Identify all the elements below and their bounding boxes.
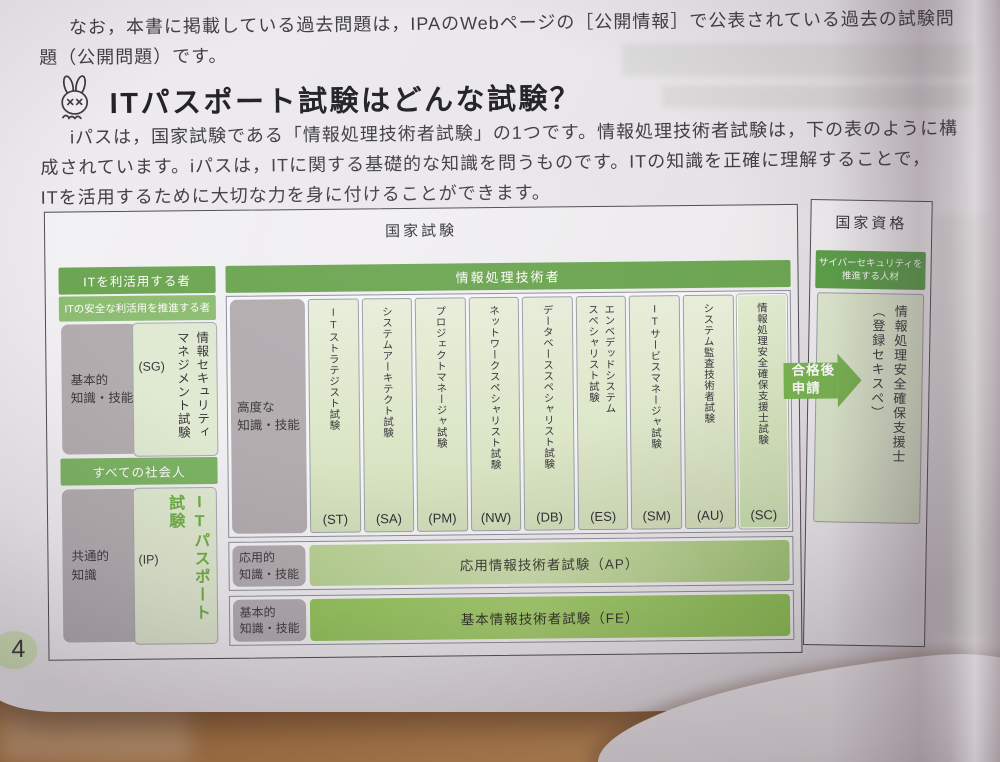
apply-after-pass-arrow: 合格後 申請 bbox=[783, 353, 864, 408]
page-number: 4 bbox=[11, 634, 26, 664]
exam-column-sc: 情報処理安全確保支援士試験 (SC) bbox=[736, 293, 790, 529]
it-passport-exam-code: (IP) bbox=[138, 552, 159, 567]
band-everyone: すべての社会人 bbox=[60, 456, 218, 486]
rabbit-mascot-icon bbox=[53, 74, 96, 127]
exam-column-db: データベーススペシャリスト試験 (DB) bbox=[522, 296, 576, 531]
band-it-users: ITを利活用する者 bbox=[58, 265, 216, 295]
exam-name: ITサービスマネージャ試験 bbox=[648, 303, 663, 450]
level-advanced-knowledge: 高度な 知識・技能 bbox=[229, 299, 308, 534]
basic-exam-row: 基本的 知識・技能 基本情報技術者試験（FE） bbox=[228, 589, 795, 646]
national-exam-title: 国家試験 bbox=[384, 222, 458, 241]
band-it-engineers: 情報処理技術者 bbox=[225, 259, 791, 293]
band-safe-use-promoters: ITの安全な利活用を推進する者 bbox=[58, 294, 216, 322]
exam-code: (NW) bbox=[480, 509, 512, 526]
sg-exam-code: (SG) bbox=[138, 359, 165, 374]
exam-name: エンベデッドシステム スペシャリスト試験 bbox=[586, 303, 617, 414]
sg-exam-name: 情報セキュリティ マネジメント試験 bbox=[174, 331, 210, 440]
page-title: ITパスポート試験はどんな試験？ bbox=[109, 82, 582, 120]
exam-code: (DB) bbox=[536, 509, 564, 525]
exam-column-sm: ITサービスマネージャ試験 (SM) bbox=[629, 295, 683, 530]
level-basic-knowledge-sg: 基本的 知識・技能 bbox=[61, 323, 139, 455]
arrow-label: 合格後 申請 bbox=[791, 362, 836, 397]
basic-exam-bar: 基本情報技術者試験（FE） bbox=[309, 593, 791, 642]
exam-code: (SA) bbox=[375, 511, 402, 527]
exam-name: 情報処理安全確保支援士試験 bbox=[755, 302, 770, 446]
level-common-knowledge: 共通的 知識 bbox=[61, 488, 140, 643]
level-basic-knowledge-fe: 基本的 知識・技能 bbox=[232, 599, 307, 642]
it-passport-exam-cell: ITパスポート 試験 (IP) bbox=[132, 486, 219, 645]
sg-exam-cell: 情報セキュリティ マネジメント試験 (SG) bbox=[132, 321, 219, 457]
exam-name: データベーススペシャリスト試験 bbox=[541, 304, 556, 470]
applied-exam-bar: 応用情報技術者試験（AP） bbox=[309, 539, 790, 587]
it-passport-exam-name: ITパスポート 試験 bbox=[166, 494, 210, 623]
page-showthrough bbox=[622, 44, 974, 76]
national-qualification-title: 国家資格 bbox=[835, 214, 908, 233]
national-exam-box: 国家試験 ITを利活用する者 ITの安全な利活用を推進する者 基本的 知識・技能… bbox=[43, 203, 803, 661]
exam-code: (ES) bbox=[590, 508, 617, 525]
section-heading: ITパスポート試験はどんな試験？ bbox=[53, 69, 582, 128]
exam-code: (ST) bbox=[322, 511, 349, 527]
arrow-head-icon bbox=[837, 353, 862, 408]
certified-specialist-cell: 情報処理安全確保支援士 （登録セキスペ） bbox=[813, 292, 925, 524]
exam-column-sa: システムアーキテクト試験 (SA) bbox=[361, 297, 415, 533]
exam-name: ITストラテジスト試験 bbox=[327, 306, 341, 431]
exam-name: システム監査技術者試験 bbox=[702, 302, 716, 424]
national-qualification-box: 国家資格 サイバーセキュリティを 推進する人材 情報処理安全確保支援士 （登録セ… bbox=[802, 199, 933, 648]
exam-name: ネットワークスペシャリスト試験 bbox=[487, 304, 502, 471]
applied-exam-row: 応用的 知識・技能 応用情報技術者試験（AP） bbox=[228, 535, 794, 591]
page-showthrough bbox=[662, 86, 974, 108]
exam-column-pm: プロジェクトマネージャ試験 (PM) bbox=[414, 297, 468, 532]
exam-code: (PM) bbox=[428, 510, 457, 526]
exam-name: システムアーキテクト試験 bbox=[380, 306, 395, 439]
exam-name: プロジェクトマネージャ試験 bbox=[434, 305, 448, 449]
page-showthrough bbox=[936, 215, 988, 635]
exam-column-st: ITストラテジスト試験 (ST) bbox=[307, 298, 361, 533]
exam-code: (AU) bbox=[696, 507, 724, 523]
band-cybersecurity-promoters: サイバーセキュリティを 推進する人材 bbox=[815, 250, 926, 291]
advanced-exams-section: 高度な 知識・技能 ITストラテジスト試験 (ST) システムアーキテクト試験 … bbox=[225, 289, 794, 538]
exam-column-nw: ネットワークスペシャリスト試験 (NW) bbox=[468, 296, 522, 532]
exam-code: (SM) bbox=[642, 508, 671, 524]
level-applied-knowledge: 応用的 知識・技能 bbox=[232, 545, 306, 587]
exam-column-au: システム監査技術者試験 (AU) bbox=[682, 294, 736, 530]
exam-code: (SC) bbox=[750, 507, 778, 523]
certified-specialist-name: 情報処理安全確保支援士 （登録セキスペ） bbox=[868, 304, 908, 465]
exam-column-es: エンベデッドシステム スペシャリスト試験 (ES) bbox=[575, 295, 629, 531]
